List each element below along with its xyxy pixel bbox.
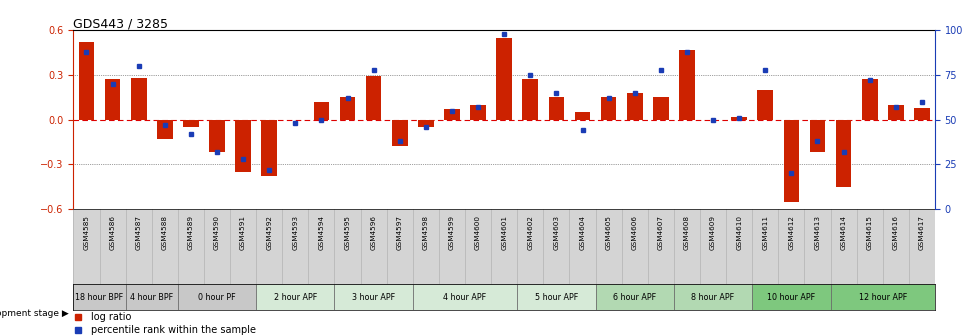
Bar (156, 120, 172, 139)
Bar (809, 120, 824, 153)
Text: GSM4608: GSM4608 (684, 215, 689, 250)
Text: percentile rank within the sample: percentile rank within the sample (91, 325, 255, 335)
Bar (413, 284, 516, 310)
Bar (757, 90, 773, 120)
Bar (178, 284, 256, 310)
Text: GSM4605: GSM4605 (605, 215, 611, 250)
Text: development stage ▶: development stage ▶ (0, 309, 68, 318)
Bar (391, 120, 407, 146)
Bar (679, 50, 694, 120)
Bar (209, 120, 225, 153)
Text: GSM4598: GSM4598 (422, 215, 428, 250)
Text: GSM4589: GSM4589 (188, 215, 194, 250)
Text: 4 hour APF: 4 hour APF (443, 293, 486, 302)
Bar (256, 284, 334, 310)
Text: 10 hour APF: 10 hour APF (767, 293, 815, 302)
Text: GSM4590: GSM4590 (214, 215, 220, 250)
Bar (418, 120, 433, 127)
Bar (183, 120, 199, 127)
Bar (835, 120, 851, 187)
Bar (913, 108, 929, 120)
Bar (334, 284, 413, 310)
Text: 3 hour APF: 3 hour APF (352, 293, 395, 302)
Bar (313, 102, 329, 120)
Text: 18 hour BPF: 18 hour BPF (75, 293, 123, 302)
Text: GSM4606: GSM4606 (631, 215, 637, 250)
Bar (548, 97, 563, 120)
Text: 12 hour APF: 12 hour APF (858, 293, 906, 302)
Text: GSM4607: GSM4607 (657, 215, 663, 250)
Bar (522, 79, 538, 120)
Bar (600, 97, 616, 120)
Text: 6 hour APF: 6 hour APF (612, 293, 655, 302)
Text: GSM4596: GSM4596 (371, 215, 377, 250)
Text: GSM4600: GSM4600 (474, 215, 480, 250)
Bar (574, 112, 590, 120)
Text: GSM4611: GSM4611 (762, 215, 768, 250)
Bar (516, 284, 595, 310)
Text: GSM4599: GSM4599 (449, 215, 455, 250)
Bar (751, 284, 829, 310)
Bar (652, 97, 668, 120)
Text: GSM4603: GSM4603 (553, 215, 558, 250)
Text: GSM4592: GSM4592 (266, 215, 272, 250)
Text: 2 hour APF: 2 hour APF (274, 293, 317, 302)
Bar (673, 284, 751, 310)
Bar (78, 42, 94, 120)
Bar (887, 105, 903, 120)
Text: GSM4585: GSM4585 (83, 215, 89, 250)
Text: GSM4617: GSM4617 (918, 215, 924, 250)
Bar (731, 117, 746, 120)
Bar (829, 284, 934, 310)
Text: GSM4586: GSM4586 (110, 215, 115, 250)
Text: GSM4588: GSM4588 (161, 215, 167, 250)
Text: GSM4609: GSM4609 (709, 215, 715, 250)
Text: GSM4613: GSM4613 (814, 215, 820, 250)
Text: GSM4610: GSM4610 (735, 215, 741, 250)
Text: GSM4597: GSM4597 (396, 215, 402, 250)
Bar (595, 284, 673, 310)
Text: GSM4601: GSM4601 (501, 215, 507, 250)
Text: GDS443 / 3285: GDS443 / 3285 (73, 17, 168, 30)
Text: GSM4602: GSM4602 (527, 215, 533, 250)
Bar (73, 284, 125, 310)
Text: log ratio: log ratio (91, 312, 131, 322)
Bar (125, 284, 178, 310)
Bar (861, 79, 876, 120)
Bar (261, 120, 277, 176)
Text: 4 hour BPF: 4 hour BPF (130, 293, 173, 302)
Bar (496, 38, 511, 120)
Bar (626, 93, 642, 120)
Bar (105, 79, 120, 120)
Text: GSM4612: GSM4612 (787, 215, 793, 250)
Text: GSM4593: GSM4593 (292, 215, 298, 250)
Text: GSM4594: GSM4594 (318, 215, 324, 250)
Bar (444, 109, 460, 120)
Bar (782, 120, 798, 202)
Text: GSM4615: GSM4615 (866, 215, 871, 250)
Text: GSM4604: GSM4604 (579, 215, 585, 250)
Bar (131, 78, 147, 120)
Text: GSM4595: GSM4595 (344, 215, 350, 250)
Text: 0 hour PF: 0 hour PF (198, 293, 236, 302)
Text: GSM4616: GSM4616 (892, 215, 898, 250)
Bar (339, 97, 355, 120)
Bar (366, 76, 381, 120)
Text: 8 hour APF: 8 hour APF (690, 293, 734, 302)
Text: GSM4587: GSM4587 (136, 215, 142, 250)
Text: 5 hour APF: 5 hour APF (534, 293, 577, 302)
Text: GSM4591: GSM4591 (240, 215, 245, 250)
Text: GSM4614: GSM4614 (840, 215, 846, 250)
Bar (235, 120, 250, 172)
Bar (469, 105, 485, 120)
